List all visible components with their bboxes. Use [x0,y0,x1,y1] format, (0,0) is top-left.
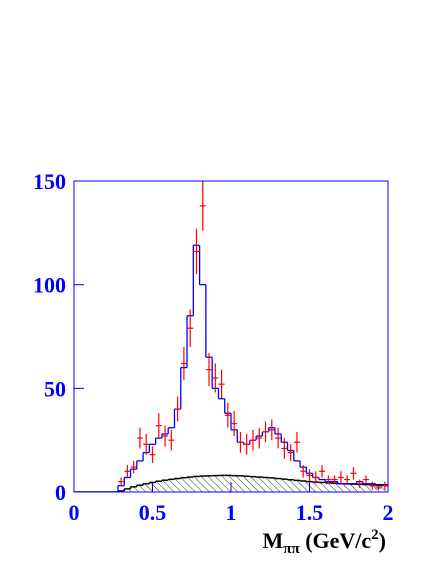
y-tick-label: 150 [33,169,66,194]
background-bin [187,477,194,492]
label-part: M [263,528,284,553]
background-bin [362,484,370,492]
background-bin [124,488,131,492]
background-bin [312,482,319,492]
background-bin [218,475,225,492]
y-tick-label: 100 [33,273,66,298]
label-sup: 2 [371,527,379,543]
background-bin [212,475,219,492]
background-bin [344,483,351,492]
background-bin [243,476,250,492]
background-bin [350,484,357,492]
x-tick-label: 0 [69,500,80,525]
background-bin [180,477,188,492]
background-bin [356,484,363,492]
background-bin [325,482,332,492]
background-bin [155,481,162,492]
label-part: ) [379,528,386,553]
background-bin [293,480,301,492]
label-sub: ππ [283,541,300,557]
background-bin [337,483,345,492]
background-bin [256,477,263,492]
background-bin [281,479,288,492]
background-bin [268,477,275,492]
background-bin [249,476,257,492]
background-bin [199,476,206,492]
background-bin [161,480,169,492]
background-bin [168,479,175,492]
background-bin [300,481,307,492]
x-tick-label: 2 [383,500,394,525]
x-axis-label: Mππ (GeV/c2) [263,527,387,557]
x-tick-label: 1.5 [296,500,324,525]
background-bin [193,476,200,492]
background-bin [274,478,282,492]
background-bin [143,483,150,492]
background-bin [224,475,231,492]
background-bin [318,482,326,492]
y-tick-label: 50 [44,376,66,401]
background-bin [130,486,137,492]
background-bin [331,483,338,492]
background-bin [205,475,213,492]
y-tick-label: 0 [55,480,66,505]
x-tick-label: 1 [226,500,237,525]
x-tick-label: 0.5 [139,500,167,525]
background-bin [287,479,294,492]
axes-frame [73,180,389,493]
background-bin [136,485,144,492]
background-bin [231,475,238,492]
background-bin [262,477,269,492]
label-part: (GeV/c [300,528,372,553]
plot-area [74,181,388,492]
background-bin [174,478,181,492]
background-bin [237,475,244,492]
